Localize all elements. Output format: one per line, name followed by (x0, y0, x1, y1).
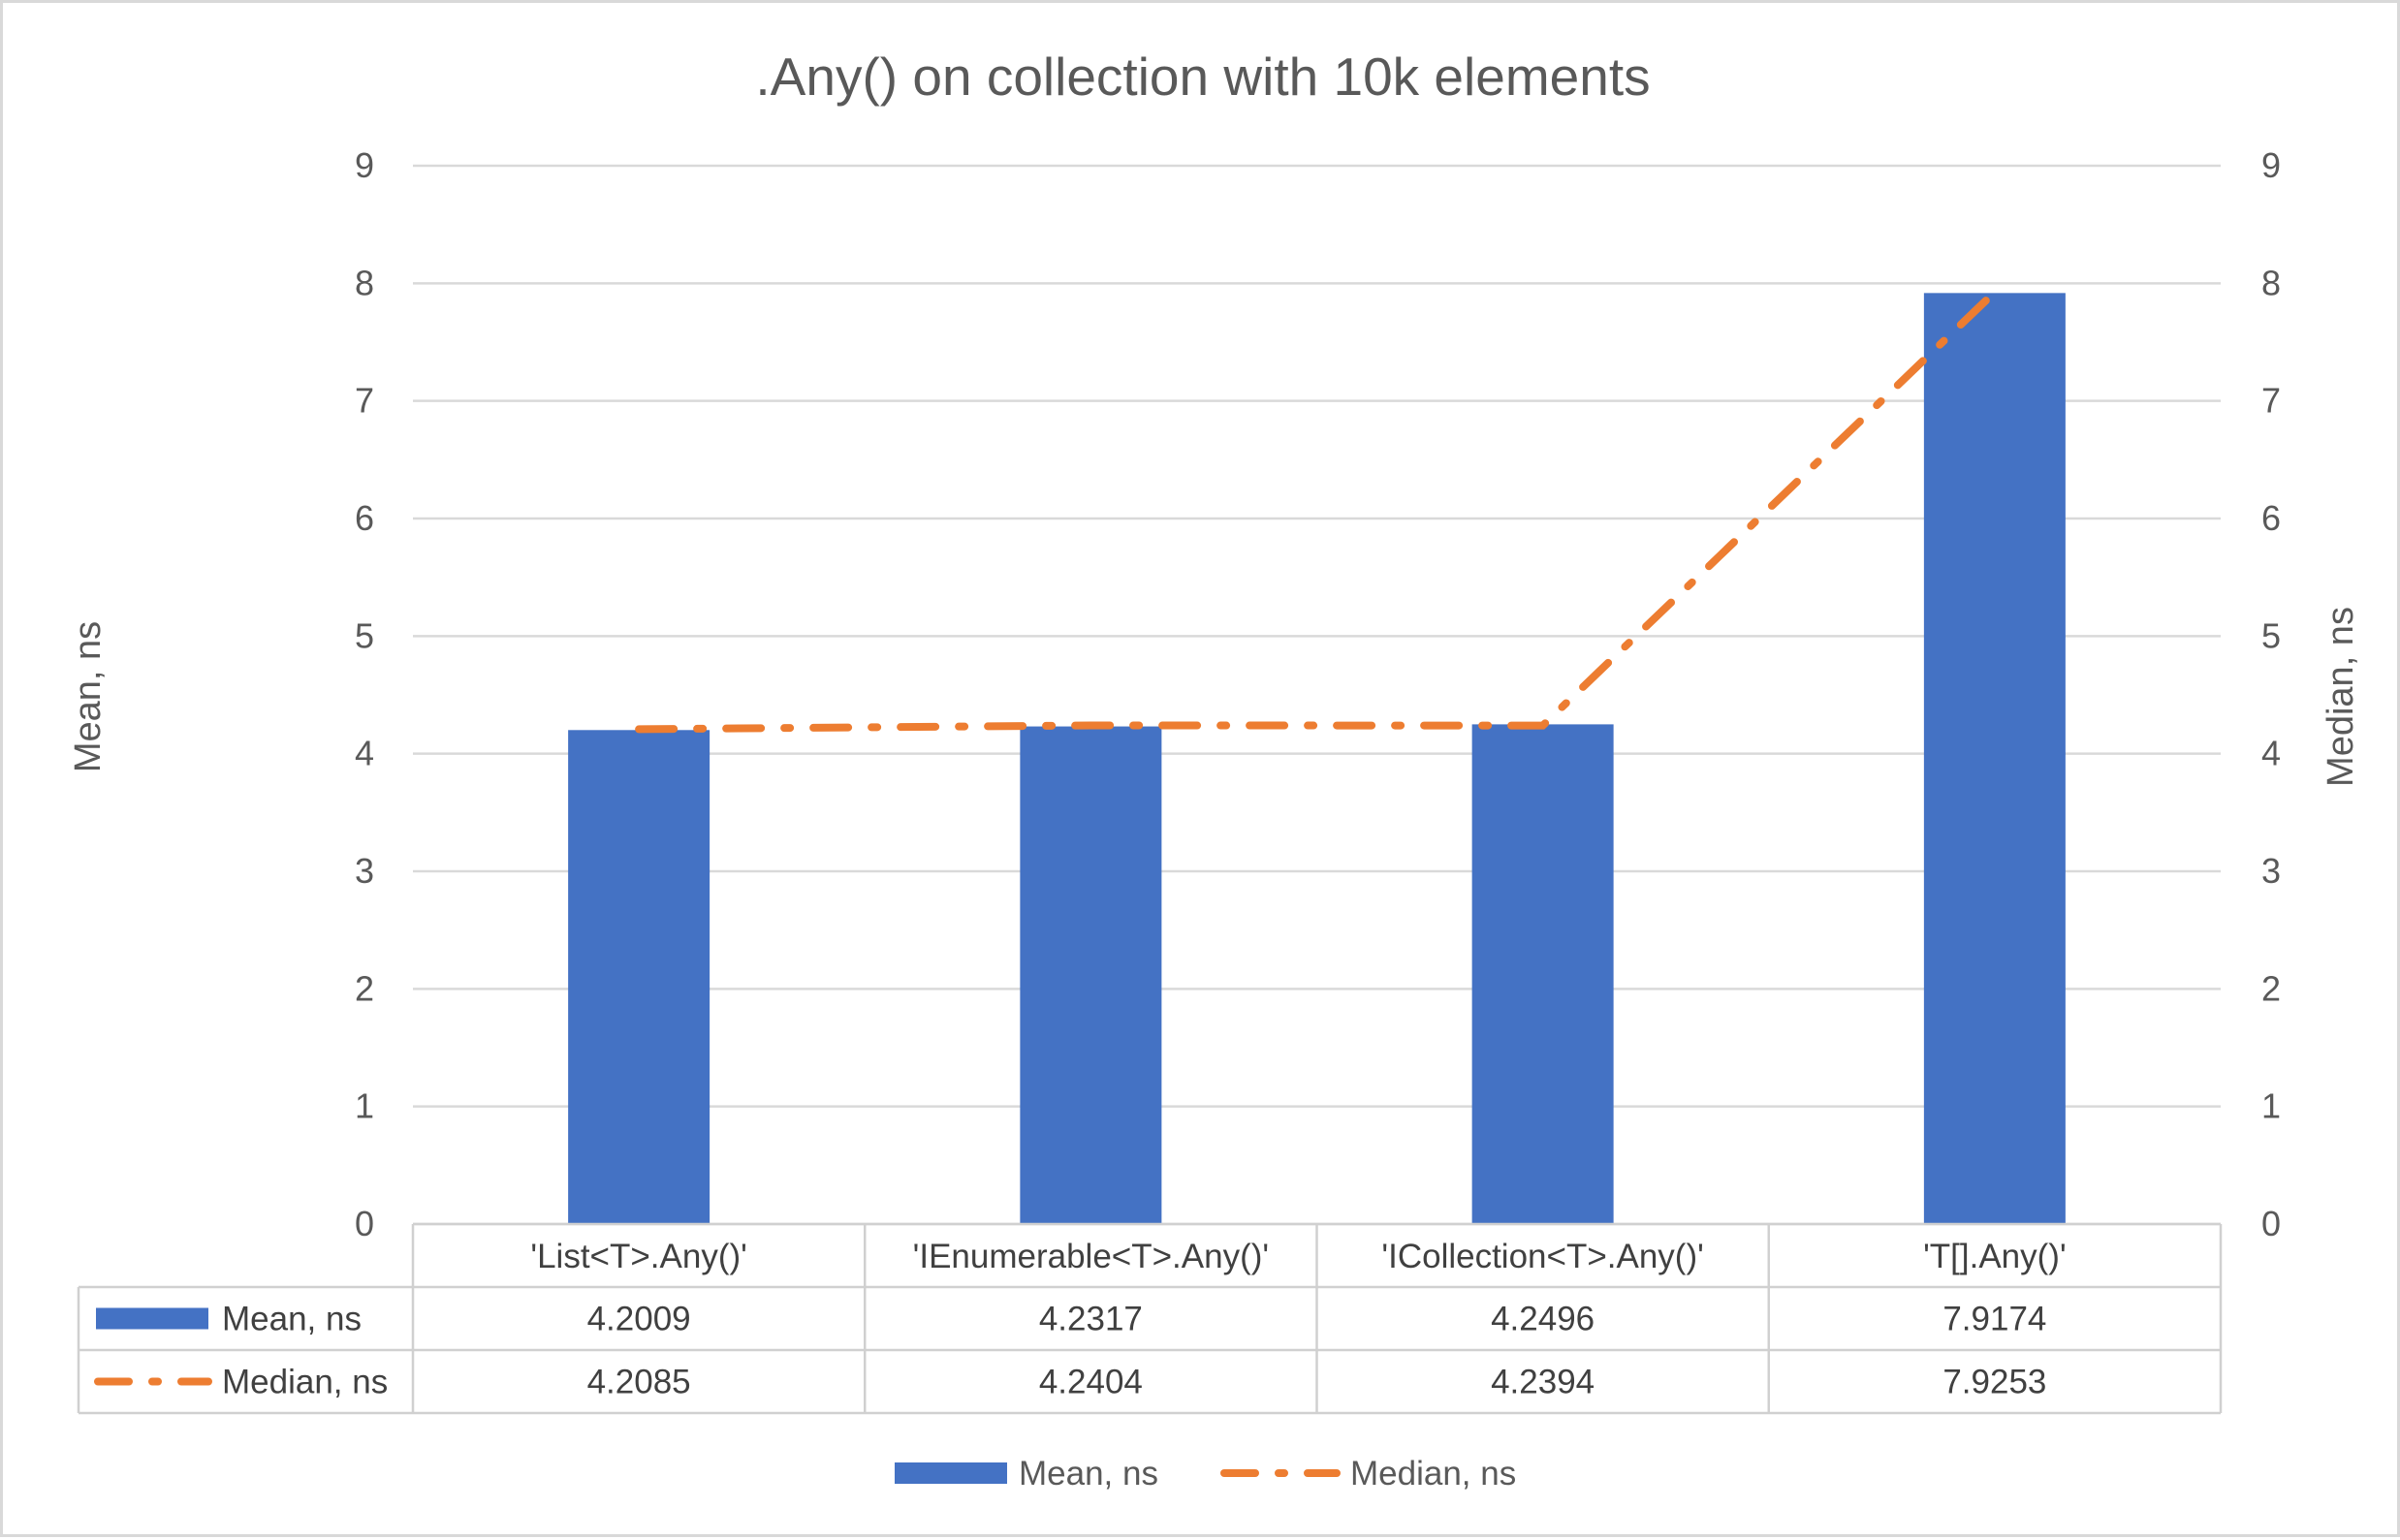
y-tick-label-left: 2 (355, 968, 374, 1008)
table-value: 4.2496 (1491, 1301, 1595, 1338)
y-tick-label-left: 0 (355, 1204, 374, 1243)
legend-label-median: Median, ns (1350, 1455, 1516, 1493)
x-category-label: 'IEnumerable<T>.Any()' (913, 1238, 1269, 1275)
table-series-name: Median, ns (222, 1364, 388, 1401)
y-tick-label-left: 8 (355, 263, 374, 302)
y-tick-label-left: 6 (355, 498, 374, 538)
bar-mean (568, 730, 711, 1224)
y-tick-label-right: 4 (2261, 734, 2281, 773)
table-value: 4.2009 (587, 1301, 691, 1338)
table-value: 4.2394 (1491, 1364, 1595, 1401)
y-axis-right-title: Median, ns (2321, 607, 2361, 787)
table-value: 4.2085 (587, 1364, 691, 1401)
table-value: 4.2404 (1039, 1364, 1143, 1401)
legend-key-mean (895, 1462, 1007, 1484)
y-tick-label-left: 5 (355, 615, 374, 655)
y-tick-label-right: 7 (2261, 381, 2281, 421)
table-value: 4.2317 (1039, 1301, 1143, 1338)
table-value: 7.9253 (1942, 1364, 2046, 1401)
y-tick-label-right: 3 (2261, 851, 2281, 891)
y-tick-label-left: 3 (355, 851, 374, 891)
chart-canvas: .Any() on collection with 10k elements 0… (68, 47, 2361, 1493)
y-axis-right-ticks: 0 1 2 3 4 5 6 7 8 9 (2261, 145, 2281, 1243)
y-axis-left-ticks: 0 1 2 3 4 5 6 7 8 9 (355, 145, 374, 1243)
y-tick-label-right: 9 (2261, 145, 2281, 185)
line-median (635, 288, 1999, 734)
y-axis-left-title: Mean, ns (68, 621, 109, 772)
y-tick-label-left: 1 (355, 1086, 374, 1126)
y-tick-label-right: 2 (2261, 968, 2281, 1008)
bar-mean (1923, 293, 2066, 1224)
chart-title: .Any() on collection with 10k elements (755, 47, 1650, 107)
y-tick-label-right: 0 (2261, 1204, 2281, 1243)
y-tick-label-left: 7 (355, 381, 374, 421)
table-series-name: Mean, ns (222, 1301, 362, 1338)
data-table: 'List<T>.Any()' 'IEnumerable<T>.Any()' 'IC… (77, 1222, 2223, 1415)
bar-mean (1471, 724, 1614, 1224)
table-legend-key-mean (96, 1307, 208, 1330)
y-tick-label-right: 5 (2261, 615, 2281, 655)
y-tick-label-left: 4 (355, 734, 374, 773)
line-series-median (635, 288, 1999, 734)
bar-series-mean (568, 293, 2066, 1224)
y-tick-label-left: 9 (355, 145, 374, 185)
y-tick-label-right: 8 (2261, 263, 2281, 302)
x-category-label: 'List<T>.Any()' (530, 1238, 746, 1275)
table-value: 7.9174 (1942, 1301, 2046, 1338)
gridlines (413, 164, 2221, 1226)
x-category-label: 'T[].Any()' (1923, 1238, 2067, 1275)
bar-mean (1020, 726, 1162, 1224)
legend-label-mean: Mean, ns (1019, 1455, 1158, 1493)
y-tick-label-right: 1 (2261, 1086, 2281, 1126)
x-category-label: 'ICollection<T>.Any()' (1381, 1238, 1703, 1275)
y-tick-label-right: 6 (2261, 498, 2281, 538)
legend: Mean, ns Median, ns (895, 1455, 1516, 1493)
